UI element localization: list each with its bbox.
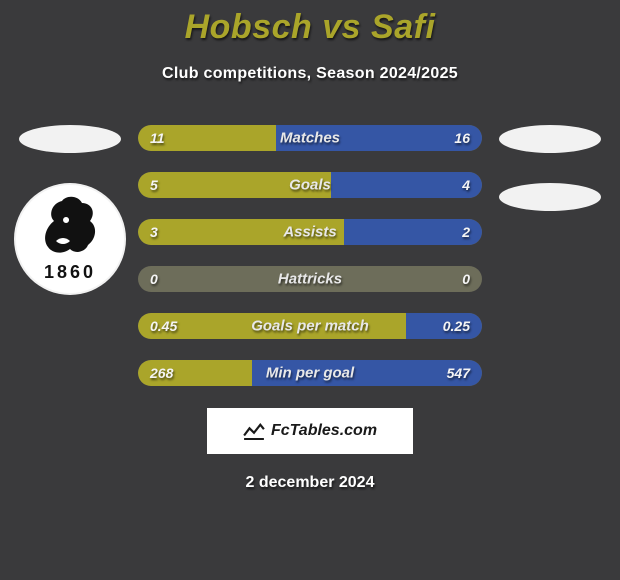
left-club-logo: 1860	[14, 183, 126, 295]
bar-label: Goals per match	[251, 318, 369, 335]
lion-icon	[36, 191, 106, 261]
bar-right-value: 0	[462, 271, 470, 287]
right-player-placeholder-2	[499, 183, 601, 211]
bar-label: Hattricks	[278, 271, 342, 288]
bar-label: Matches	[280, 130, 340, 147]
brand-text: FcTables.com	[271, 422, 377, 440]
bar-right-fill	[331, 172, 482, 198]
stat-bar: Goals 5 4	[138, 172, 482, 198]
bars-container: Matches 11 16 Goals 5 4 Assists 3 2 Hattricks 0 0 Go…	[130, 125, 490, 386]
date-text: 2 december 2024	[0, 474, 620, 492]
bar-right-value: 16	[454, 130, 470, 146]
bar-left-value: 11	[150, 130, 165, 146]
bar-left-value: 0.45	[150, 318, 177, 334]
bar-right-value: 0.25	[443, 318, 470, 334]
stat-bar: Hattricks 0 0	[138, 266, 482, 292]
bar-left-value: 3	[150, 224, 158, 240]
bar-right-value: 2	[462, 224, 470, 240]
stat-bar: Assists 3 2	[138, 219, 482, 245]
bar-label: Goals	[289, 177, 331, 194]
right-player-placeholder-1	[499, 125, 601, 153]
stat-bar: Matches 11 16	[138, 125, 482, 151]
bar-left-value: 0	[150, 271, 158, 287]
bar-label: Assists	[283, 224, 336, 241]
brand-badge: FcTables.com	[207, 408, 413, 454]
bar-label: Min per goal	[266, 365, 354, 382]
bar-left-value: 268	[150, 365, 173, 381]
left-player-placeholder	[19, 125, 121, 153]
title-player2: Safi	[371, 8, 435, 46]
subtitle: Club competitions, Season 2024/2025	[0, 65, 620, 83]
stat-bar: Goals per match 0.45 0.25	[138, 313, 482, 339]
left-column: 1860	[10, 125, 130, 295]
bar-right-value: 4	[462, 177, 470, 193]
title-vs: vs	[322, 8, 361, 46]
comparison-page: Hobsch vs Safi Club competitions, Season…	[0, 0, 620, 580]
right-column	[490, 125, 610, 211]
bar-left-value: 5	[150, 177, 158, 193]
page-title: Hobsch vs Safi	[0, 0, 620, 47]
chart-icon	[243, 422, 265, 440]
content-row: 1860 Matches 11 16 Goals 5 4 Assists 3 2 Hattrick…	[0, 125, 620, 386]
title-player1: Hobsch	[185, 8, 313, 46]
stat-bar: Min per goal 268 547	[138, 360, 482, 386]
bar-right-value: 547	[447, 365, 470, 381]
logo-year: 1860	[44, 262, 96, 283]
